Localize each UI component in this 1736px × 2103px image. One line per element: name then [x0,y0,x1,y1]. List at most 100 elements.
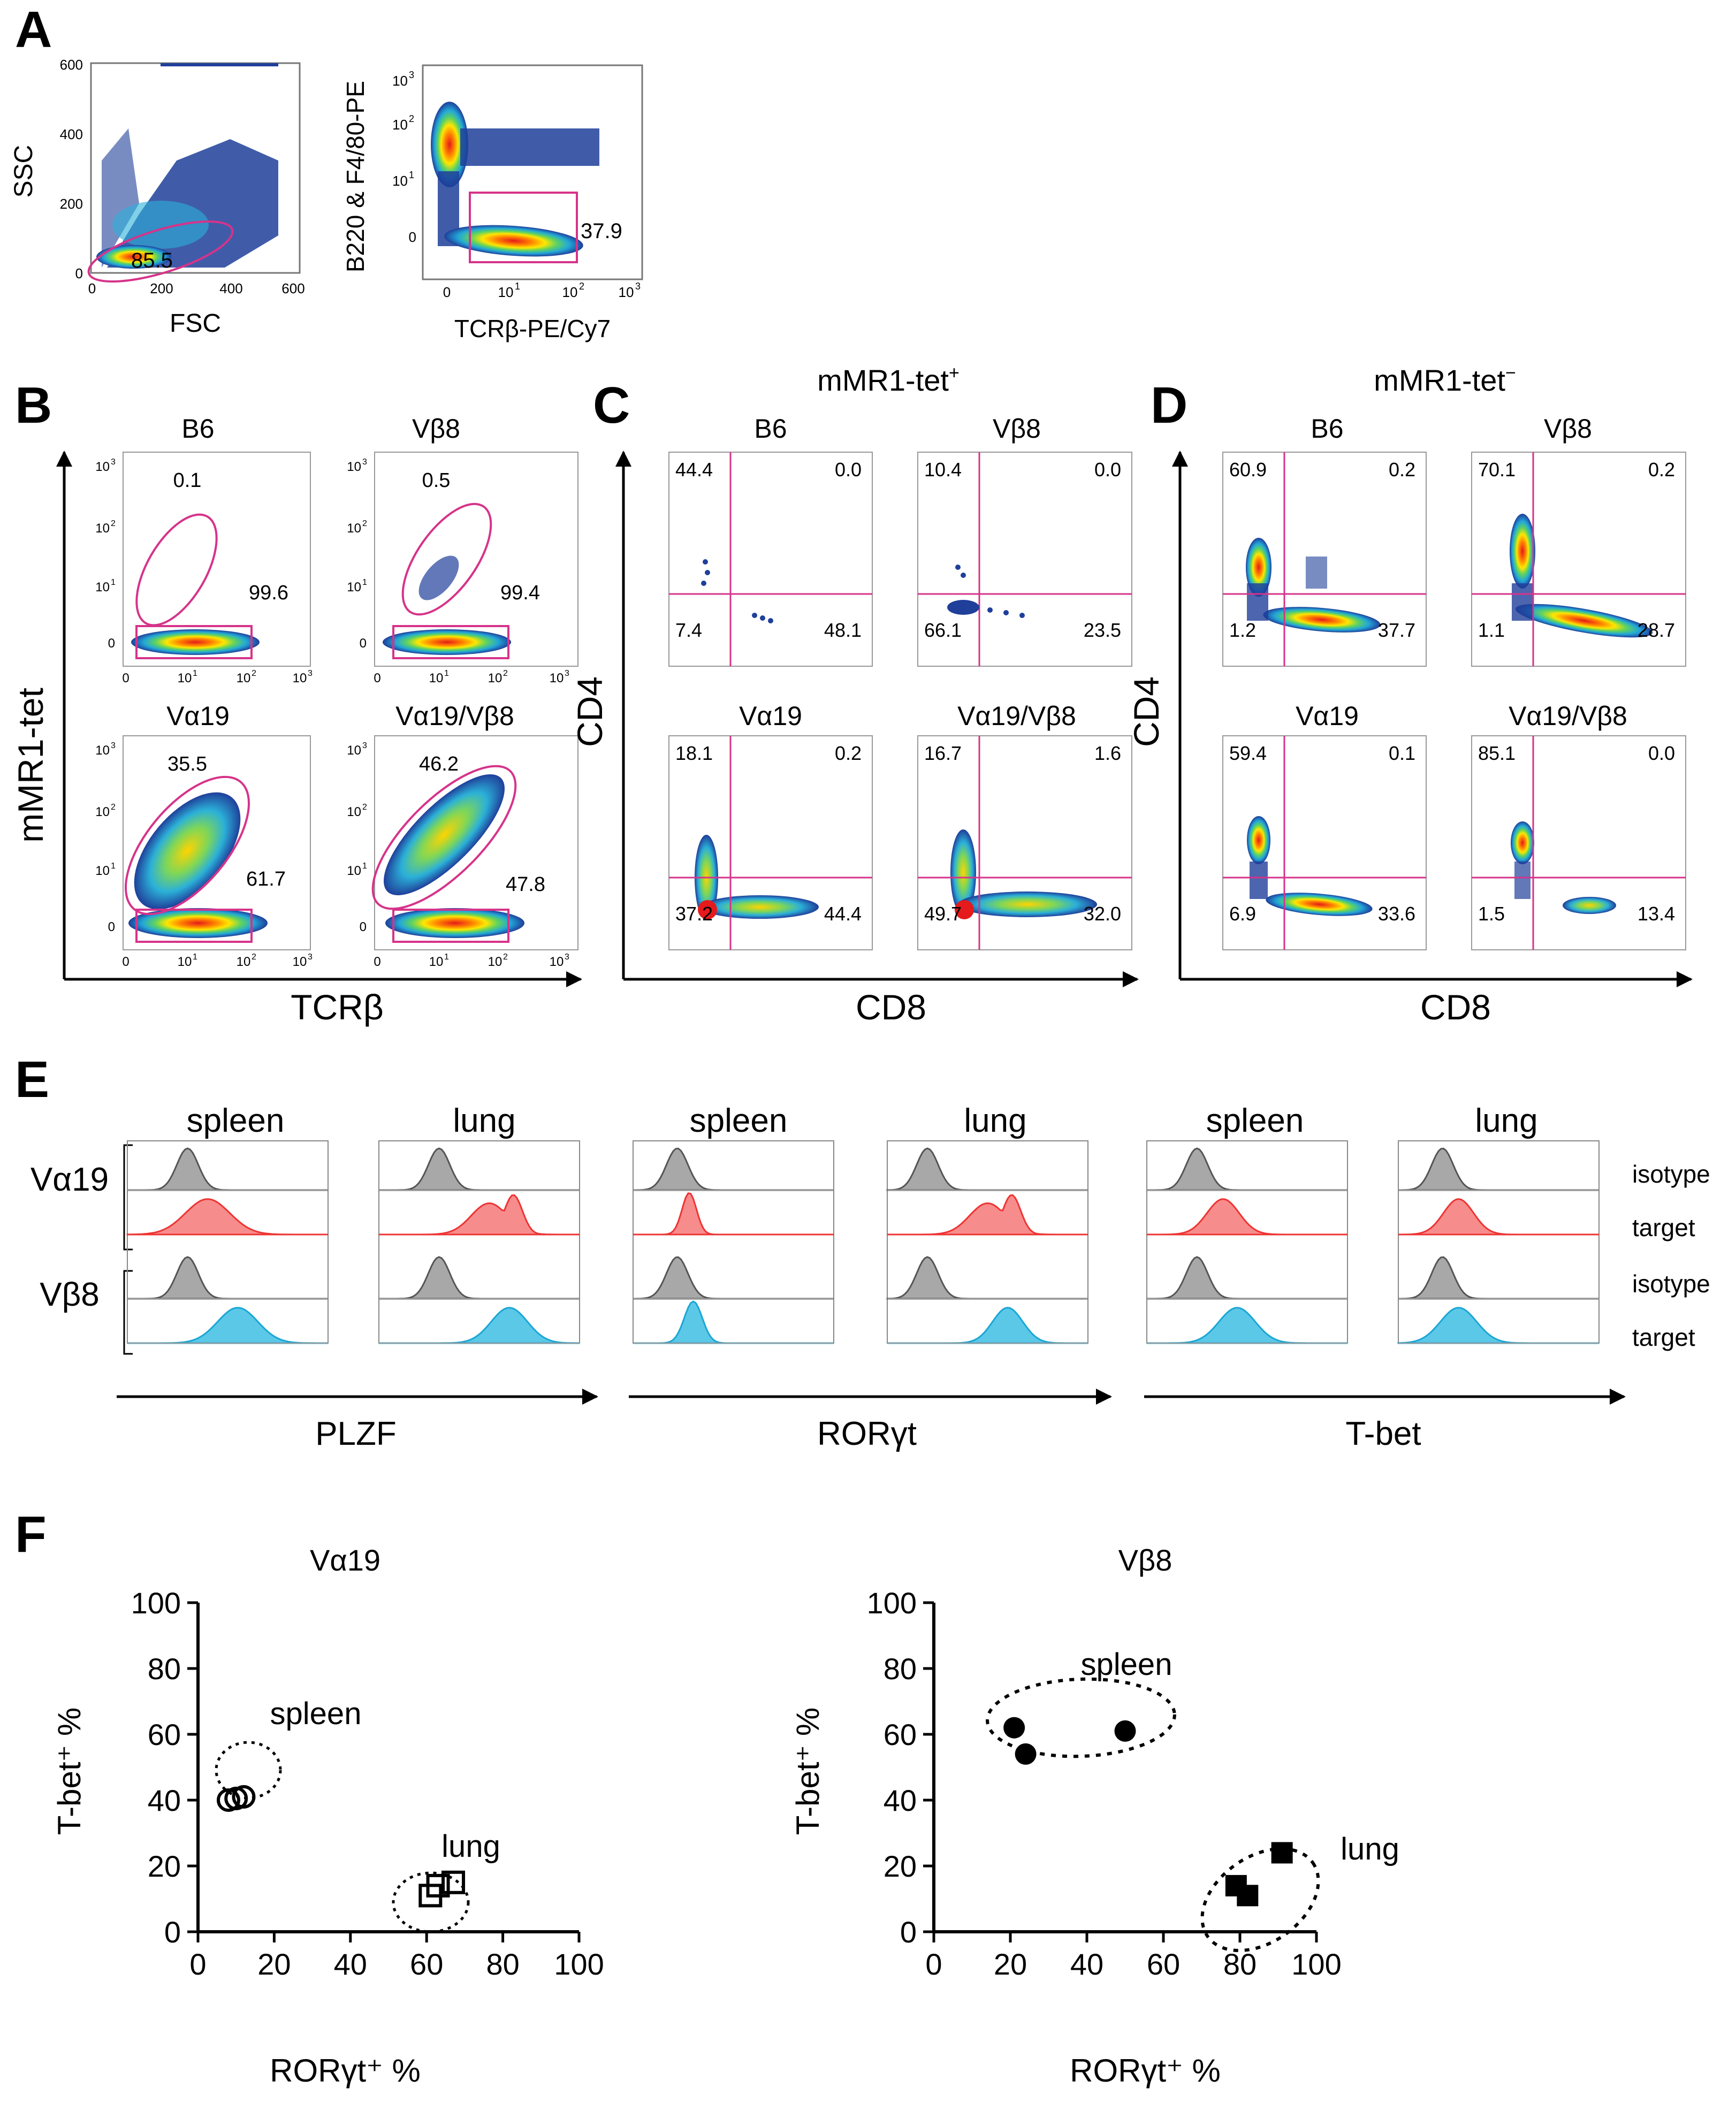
quadrant-ur: 0.0 [1094,459,1121,481]
quadrant-lr: 23.5 [1084,619,1121,641]
panel-d-plot-va19-vb8: Vα19/Vβ8 85.1 0.0 1.5 13.4 [1471,701,1686,950]
x-tick-label: 100 [1291,1947,1341,1981]
tick: 600 [281,280,304,296]
plot-title: B6 [754,414,787,444]
tick: 10 [95,864,110,878]
x-tick-label: 0 [189,1947,206,1981]
tick: 10 [488,955,502,969]
panel-label-e: E [15,1051,49,1108]
tick: 10 [392,73,408,89]
spleen-cluster-outline [986,1677,1176,1758]
panel-d-plot-b6: B6 60.9 0.2 1.2 37.7 [1222,414,1427,667]
panel-label-a: A [15,1,52,58]
tick: 200 [150,280,173,296]
chart-va19: Vα19 RORγt⁺ % T-bet⁺ % spleen lung 0 20 40… [51,1543,604,2089]
x-tick-label: 100 [554,1947,604,1981]
panel-b-plot-va19: Vα19 35.5 61.7 [123,701,311,950]
quadrant-ul: 60.9 [1229,459,1267,481]
panel-c-plot-b6: B6 44.4 0.0 7.4 48.1 [668,414,873,667]
tick-exp: 1 [409,170,414,180]
quadrant-ll: 7.4 [675,619,702,641]
tick-exp: 2 [362,803,367,812]
tick: 10 [429,671,444,685]
x-tick-label: 40 [1070,1947,1103,1981]
isotype-histogram [886,1147,1088,1191]
y-tick-label: 0 [164,1915,181,1949]
lung-cluster-outline [392,1871,470,1933]
tick-exp: 1 [444,953,449,962]
gate-value-bottom: 61.7 [246,868,286,890]
annotation-spleen: spleen [270,1696,362,1731]
tick-exp: 1 [111,862,116,871]
tick-exp: 3 [362,741,367,750]
tick: 10 [347,521,361,536]
plot-title: B6 [1311,414,1343,444]
plot-title: Vβ8 [1544,414,1592,444]
column-label: lung [453,1102,515,1139]
tick-exp: 3 [409,70,414,80]
tick: 0 [108,636,115,651]
tick: 10 [95,460,110,474]
target-histogram [379,1194,580,1236]
x-tick-label: 80 [486,1947,519,1981]
isotype-histogram [1147,1147,1347,1191]
plot-title: Vα19 [739,701,802,731]
panel-b-plot-vb8: Vβ8 0.5 99.4 [374,414,578,667]
chart-ylabel: T-bet⁺ % [790,1708,826,1835]
target-histogram [1398,1198,1599,1236]
tick: 10 [488,671,502,685]
tick-exp: 1 [193,953,197,962]
y-tick-label: 20 [884,1849,917,1883]
panel-label-f: F [15,1506,47,1563]
tick: 10 [178,955,192,969]
panel-a-plot-1: 85.5 0 200 400 600 0 200 400 600 FSC SSC [10,57,305,338]
panel-d-header: mMR1-tet− [1374,363,1516,397]
quadrant-ur: 0.0 [1648,742,1675,764]
panel-c-plot-va19: Vα19 18.1 0.2 37.2 44.4 [668,701,873,950]
quadrant-ll: 1.5 [1478,903,1505,925]
column-label: spleen [690,1102,788,1139]
tick: 10 [550,671,564,685]
tick: 0 [409,229,416,245]
panel-a-ylabel-2: B220 & F4/80-PE [341,81,369,272]
tick: 10 [347,460,361,474]
panel-c: mMR1-tet+ CD4 CD8 B6 44.4 0.0 7.4 48.1 V… [570,363,1139,1027]
plot-title: Vα19/Vβ8 [957,701,1076,731]
quadrant-ll: 66.1 [924,619,962,641]
y-tick-label: 60 [884,1718,917,1751]
tick-exp: 3 [362,458,367,467]
target-histogram [887,1307,1088,1344]
isotype-histogram [633,1256,834,1300]
x-tick-label: 20 [994,1947,1027,1981]
quadrant-ur: 0.2 [1389,459,1415,481]
x-tick-label: 60 [410,1947,443,1981]
quadrant-ll: 1.2 [1229,619,1256,641]
chart-title: Vα19 [310,1543,380,1577]
lung-point [1237,1885,1259,1907]
column-label: spleen [187,1102,285,1139]
tick: 10 [293,671,307,685]
panel-a-xlabel-2: TCRβ-PE/Cy7 [454,315,611,342]
chart-ylabel: T-bet⁺ % [51,1708,87,1835]
chart-vb8: Vβ8 RORγt⁺ % T-bet⁺ % spleen lung 0 20 40 6… [790,1543,1399,2089]
tick: 10 [95,743,110,758]
tick: 10 [347,580,361,595]
target-histogram [887,1194,1088,1236]
tick: 0 [374,671,380,685]
quadrant-lr: 13.4 [1638,903,1675,925]
tick-exp: 3 [111,458,116,467]
tick-exp: 1 [362,862,367,871]
quadrant-ul: 16.7 [924,742,962,764]
isotype-histogram [379,1147,580,1191]
quadrant-ll: 49.7 [924,903,962,925]
tick-exp: 2 [503,953,508,962]
row-label: isotype [1632,1270,1710,1298]
quadrant-lr: 28.7 [1638,619,1675,641]
group-label-va19: Vα19 [31,1161,109,1198]
y-tick-label: 80 [148,1652,181,1686]
quadrant-ul: 85.1 [1478,742,1516,764]
tick-exp: 1 [362,578,367,587]
quadrant-ur: 0.2 [835,742,862,764]
tick: 10 [347,743,361,758]
